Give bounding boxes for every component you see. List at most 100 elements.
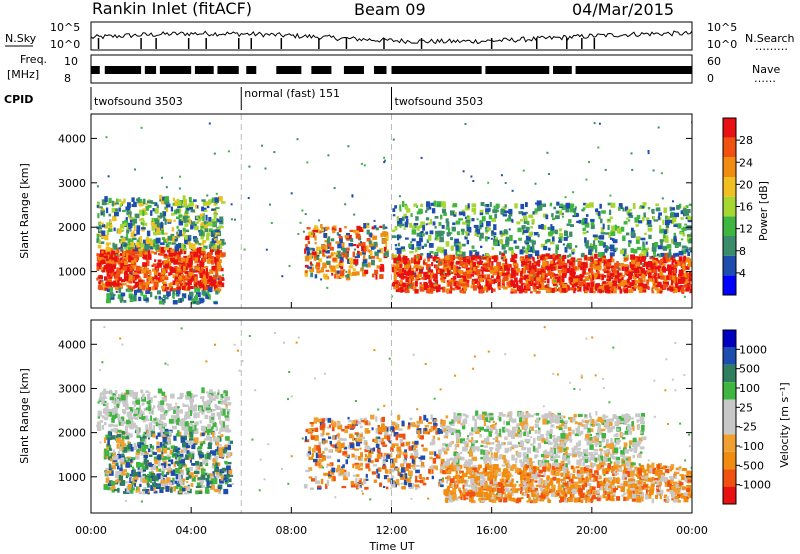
power-cell-2894	[634, 217, 640, 223]
velocity-cell-893	[174, 405, 178, 412]
power-cell-986	[211, 238, 217, 244]
power-cell-2277	[592, 274, 595, 281]
velocity-cell-1062	[331, 425, 335, 432]
velocity-cell-749	[143, 415, 149, 420]
velocity-cell-556	[121, 471, 125, 476]
power-cell-698	[109, 256, 113, 260]
power-cell-2009	[482, 266, 487, 272]
power-ytick-label-1: 2000	[58, 221, 86, 234]
power-cell-256	[182, 260, 188, 266]
velocity-cell-573	[152, 465, 157, 470]
power-cell-829	[131, 197, 135, 202]
velocity-cell-279	[189, 431, 192, 436]
power-cell-1994	[525, 254, 528, 260]
power-cell-805	[146, 200, 152, 204]
velocity-cell-158	[107, 480, 113, 486]
power-cell-1029	[172, 237, 175, 244]
power-cell-2904	[467, 203, 470, 209]
power-cell-3183	[622, 235, 626, 241]
power-cell-453	[199, 269, 203, 272]
power-cell-3459	[140, 126, 143, 129]
velocity-cell-190	[205, 486, 209, 493]
velocity-cell-262	[127, 440, 130, 444]
velocity-cell-493	[114, 474, 119, 479]
power-cell-3493	[482, 254, 485, 257]
power-cell-3461	[597, 146, 600, 149]
power-cell-2848	[475, 251, 480, 256]
power-cell-2745	[419, 231, 424, 238]
power-cell-2164	[524, 290, 528, 294]
power-cell-617	[163, 260, 168, 266]
power-cell-2997	[683, 206, 687, 210]
power-cell-2539	[681, 287, 685, 293]
velocity-cell-658	[97, 414, 101, 419]
power-cell-2546	[450, 261, 454, 266]
power-cell-3432	[193, 300, 197, 304]
power-cell-2475	[514, 277, 518, 283]
velocity-cell-1097	[427, 421, 433, 425]
power-cell-1375	[333, 252, 338, 255]
velocity-cell-592	[108, 430, 111, 436]
velocity-cell-784	[187, 422, 193, 426]
power-cell-671	[161, 246, 166, 253]
power-cell-1191	[333, 225, 336, 229]
velocity-cell-249	[133, 445, 138, 451]
power-cell-3033	[502, 206, 507, 209]
velocity-cell-1218	[438, 453, 441, 457]
power-cell-2816	[635, 238, 640, 244]
power-cell-3551	[420, 269, 423, 272]
velocity-cell-836	[161, 416, 166, 420]
power-cell-1292	[335, 241, 340, 244]
velocity-cell-197	[126, 488, 130, 493]
power-cell-1282	[379, 266, 385, 272]
power-cell-2884	[671, 207, 675, 211]
power-cell-2800	[682, 228, 685, 235]
velocity-cell-1028	[105, 402, 109, 409]
velocity-cell-1160	[432, 435, 435, 442]
power-cell-3522	[288, 265, 291, 267]
power-cell-3015	[424, 243, 427, 247]
power-cell-2353	[586, 282, 591, 287]
power-cell-1089	[150, 210, 153, 216]
velocity-cell-507	[111, 481, 116, 486]
velocity-cell-527	[107, 486, 111, 491]
power-cell-2468	[407, 259, 411, 265]
velocity-cell-786	[132, 400, 136, 405]
power-cell-1143	[117, 199, 122, 203]
velocity-cell-959	[109, 396, 114, 401]
velocity-cell-332	[166, 477, 171, 484]
velocity-cell-1009	[126, 421, 131, 424]
power-cell-725	[211, 246, 214, 250]
power-cell-3157	[511, 220, 514, 223]
power-cell-1680	[396, 267, 399, 271]
power-cell-2964	[597, 211, 601, 217]
power-cell-1566	[416, 265, 422, 271]
power-cell-3514	[554, 280, 557, 282]
power-cell-1240	[383, 246, 387, 252]
velocity-cell-586	[186, 486, 191, 492]
power-cell-3325	[466, 239, 470, 245]
power-cell-3206	[419, 237, 423, 243]
power-cell-2934	[569, 231, 573, 237]
power-cell-2639	[552, 253, 556, 259]
power-cell-927	[142, 212, 147, 215]
velocity-cell-1130	[394, 423, 400, 430]
power-cell-3067	[493, 224, 497, 231]
power-cell-1505	[685, 271, 688, 274]
power-cell-1132	[214, 244, 217, 250]
velocity-cell-535	[117, 438, 121, 444]
velocity-cell-1227	[430, 426, 434, 432]
power-cell-2656	[544, 284, 549, 288]
velocity-cell-1043	[401, 486, 406, 490]
power-cell-2907	[657, 215, 661, 220]
power-cell-688	[213, 274, 218, 280]
velocity-cell-529	[120, 439, 125, 445]
power-cell-2125	[478, 260, 484, 263]
power-cell-658	[197, 248, 201, 252]
power-cell-783	[142, 224, 145, 229]
power-cell-3260	[411, 225, 415, 230]
velocity-cell-188	[159, 487, 164, 493]
power-cell-438	[134, 281, 138, 287]
power-cell-2711	[647, 224, 653, 228]
power-cell-2970	[546, 238, 551, 243]
